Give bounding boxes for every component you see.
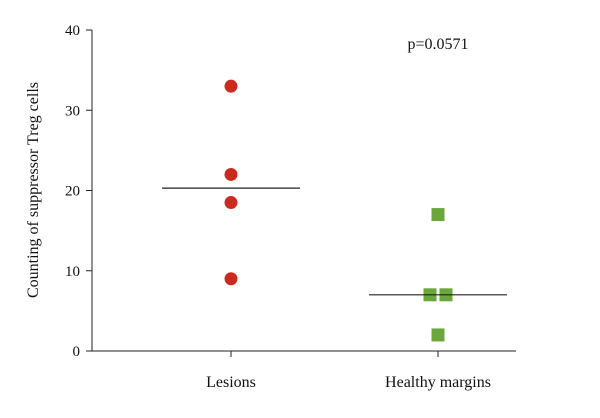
p-value-annotation: p=0.0571 <box>407 36 468 53</box>
data-point-square <box>431 208 445 222</box>
data-point-circle <box>224 79 238 93</box>
x-tick-label: Lesions <box>206 374 256 391</box>
data-point-square <box>431 328 445 342</box>
x-tick-label: Healthy margins <box>385 374 491 391</box>
chart-marks <box>162 79 507 342</box>
y-tick-label: 30 <box>65 103 80 119</box>
y-tick-label: 40 <box>65 23 80 39</box>
y-tick-label: 0 <box>73 344 81 360</box>
data-point-circle <box>224 196 238 210</box>
data-point-circle <box>224 272 238 286</box>
y-tick-label: 20 <box>65 184 80 200</box>
axes: 0 10 20 30 40 Lesions Healthy margins <box>65 23 516 391</box>
data-point-circle <box>224 167 238 181</box>
y-tick-label: 10 <box>65 264 80 280</box>
y-axis-label: Counting of suppressor Treg cells <box>25 82 42 298</box>
